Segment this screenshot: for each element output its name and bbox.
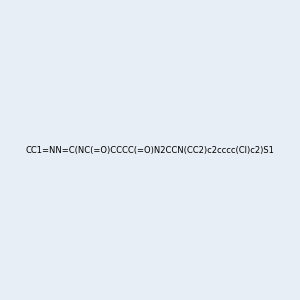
Text: CC1=NN=C(NC(=O)CCCC(=O)N2CCN(CC2)c2cccc(Cl)c2)S1: CC1=NN=C(NC(=O)CCCC(=O)N2CCN(CC2)c2cccc(… <box>26 146 275 154</box>
